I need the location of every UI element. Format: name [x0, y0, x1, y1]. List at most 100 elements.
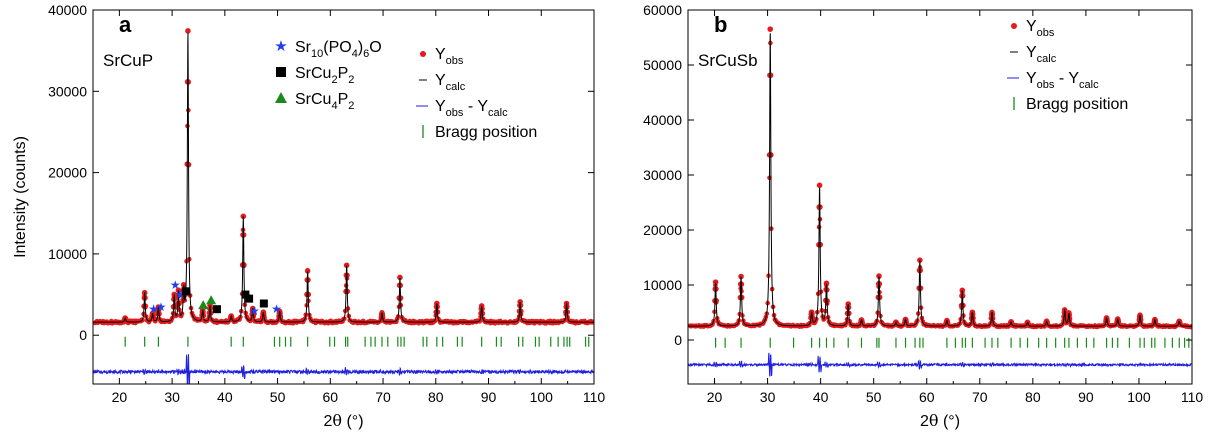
phase-marker-star: ★: [271, 302, 282, 316]
sample-label: SrCuSb: [698, 51, 758, 70]
legend-series-label: Yobs - Ycalc: [1026, 70, 1099, 91]
x-tick-label: 80: [1025, 389, 1041, 405]
phase-marker-star: ★: [175, 288, 186, 302]
y-axis: 0 10000 20000 30000 40000 50000 60000: [643, 2, 1192, 348]
x-tick-label: 90: [1078, 389, 1094, 405]
x-tick-label: 90: [481, 389, 497, 405]
legend-series-label: Yobs - Ycalc: [435, 98, 508, 119]
observed-point: [767, 26, 774, 32]
y-tick-label: 0: [674, 332, 682, 348]
x-tick-label: 60: [919, 389, 935, 405]
x-axis-label: 2θ (°): [323, 411, 363, 430]
phase-legend: ★ Sr10(PO4)6O SrCu2P2 SrCu4P2: [274, 38, 381, 112]
x-tick-label: 50: [866, 389, 882, 405]
observed-point: [140, 317, 145, 323]
legend-series-label: Bragg position: [435, 124, 537, 141]
difference-series: [93, 354, 594, 384]
x-tick-label: 20: [707, 389, 723, 405]
chart-a: ★★★★★ ★20 30 40 50 60 70 80 90 100 110010000200003…: [12, 2, 605, 430]
y-axis: 0 10000 20000 30000 40000: [48, 2, 594, 343]
y-tick-label: 0: [79, 327, 87, 343]
panel-label: a: [119, 12, 132, 37]
observed-point: [712, 279, 719, 285]
legend-square-icon: [276, 67, 286, 77]
observed-point: [343, 262, 350, 269]
legend-series-label: Ycalc: [435, 72, 466, 93]
legend-triangle-icon: [275, 92, 287, 103]
observed-point: [591, 319, 594, 324]
series-legend: Yobs Ycalc Yobs - Ycalc Bragg position: [416, 46, 537, 141]
calculated-series: [688, 33, 1192, 327]
x-tick-label: 80: [428, 389, 444, 405]
legend-observed-icon: [420, 51, 426, 57]
phase-marker-square: [212, 305, 221, 314]
y-tick-label: 60000: [643, 2, 682, 18]
phase-marker-star: ★: [148, 302, 159, 316]
legend-star-icon: ★: [274, 38, 287, 55]
x-tick-label: 30: [760, 389, 776, 405]
plot-frame: [687, 9, 1193, 385]
observed-point: [876, 273, 882, 279]
legend-series-label: Yobs: [435, 46, 464, 67]
phase-marker-square: [259, 299, 268, 308]
y-tick-label: 50000: [643, 57, 682, 73]
x-tick-label: 100: [530, 389, 554, 405]
phase-marker-star: ★: [249, 304, 260, 318]
y-tick-label: 10000: [48, 246, 87, 262]
observed-point: [432, 318, 438, 324]
chart-b: 20 30 40 50 60 70 80 90 100 110 0 10000 20000 30000 40…: [643, 2, 1203, 430]
observed-point: [180, 281, 187, 288]
plot-frame: [92, 9, 595, 385]
y-axis-label: Intensity (counts): [12, 136, 29, 258]
x-tick-label: 70: [375, 389, 391, 405]
observed-series: [688, 26, 1192, 330]
legend-series-label: Ycalc: [1026, 44, 1057, 65]
legend-series-label: Bragg position: [1026, 96, 1128, 113]
y-tick-label: 30000: [48, 83, 87, 99]
phase-marker-square: [181, 287, 190, 296]
observed-point: [185, 28, 191, 34]
phase-markers: ★★★★★ ★: [148, 278, 282, 318]
legend-series-label: Yobs: [1026, 18, 1055, 39]
calculated-series: [93, 32, 594, 323]
x-tick-label: 70: [972, 389, 988, 405]
legend-label: SrCu2P2: [295, 65, 354, 86]
phase-marker-square: [245, 294, 254, 303]
observed-point: [397, 274, 403, 281]
x-tick-label: 30: [164, 389, 180, 405]
x-axis: 20 30 40 50 60 70 80 90 100 110: [687, 10, 1204, 405]
x-tick-label: 40: [813, 389, 829, 405]
x-tick-label: 110: [1181, 389, 1204, 405]
observed-point: [823, 280, 830, 287]
series-legend: Yobs Ycalc Yobs - Ycalc Bragg position: [1007, 18, 1128, 113]
sample-label: SrCuP: [103, 51, 153, 70]
x-tick-label: 20: [112, 389, 128, 405]
observed-point: [816, 182, 823, 189]
x-tick-label: 60: [323, 389, 339, 405]
x-tick-label: 100: [1127, 389, 1151, 405]
x-tick-label: 110: [583, 389, 606, 405]
phase-marker-star: ★: [156, 300, 167, 314]
y-tick-label: 20000: [643, 222, 682, 238]
x-axis-label: 2θ (°): [920, 411, 960, 430]
y-tick-label: 30000: [643, 167, 682, 183]
y-tick-label: 10000: [643, 277, 682, 293]
x-axis: 20 30 40 50 60 70 80 90 100 110: [92, 10, 606, 405]
phase-marker-square: [241, 290, 250, 299]
phase-marker-triangle: [198, 300, 209, 310]
phase-marker-triangle: [206, 295, 217, 305]
observed-point: [477, 319, 483, 324]
legend-label: SrCu4P2: [295, 91, 354, 112]
bragg-positions: [124, 336, 590, 347]
legend-observed-icon: [1011, 23, 1017, 29]
bragg-positions: [714, 337, 1190, 348]
observed-point: [304, 268, 311, 274]
difference-series: [688, 352, 1192, 377]
observed-point: [738, 273, 744, 280]
observed-point: [175, 287, 182, 294]
legend-label: Sr10(PO4)6O: [295, 39, 382, 60]
x-tick-label: 40: [217, 389, 233, 405]
panel-label: b: [714, 12, 727, 37]
